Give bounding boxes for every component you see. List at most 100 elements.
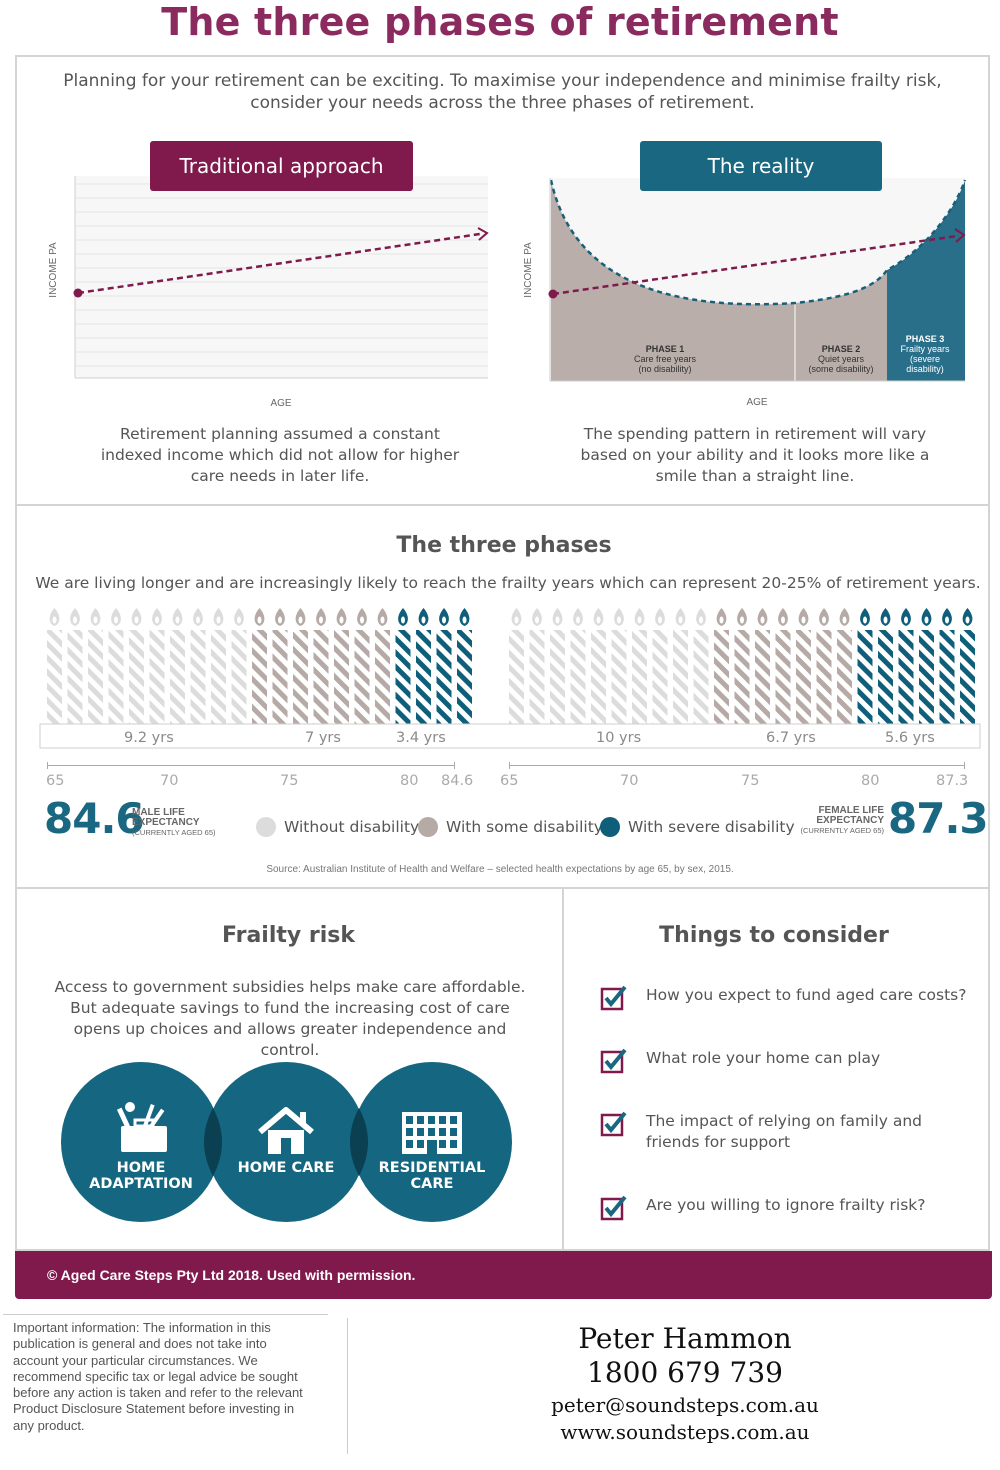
traditional-grid [75,176,488,378]
the-reality-label: The reality [640,141,882,191]
female-candle [796,630,811,724]
female-candle [632,630,647,724]
legend-dot-taupe [418,817,438,837]
residential-care-label-1: RESIDENTIAL [379,1160,486,1176]
traditional-approach-label: Traditional approach [150,141,413,191]
male-candle [211,630,226,724]
contact-email[interactable]: peter@soundsteps.com.au [551,1393,819,1417]
traditional-chart: INCOME PA AGE [48,176,489,409]
reality-xlabel: AGE [746,397,767,408]
income-line [77,232,481,295]
three-phases-title: The three phases [396,533,612,558]
male-candle [108,630,124,724]
female-candle [960,630,975,724]
phase1-line1: Care free years [634,354,697,364]
checkbox-icon [600,1048,627,1074]
female-candle [878,630,893,724]
female-candle [919,630,934,724]
toolbox-icon [116,1102,167,1152]
male-years-without: 9.2 yrs [124,730,174,746]
legend-severe: With severe disability [600,817,795,837]
section-divider-2 [15,887,990,889]
consider-item: How you expect to fund aged care costs? [600,985,966,1011]
frailty-title: Frailty risk [221,923,356,948]
legend-dot-light [256,817,276,837]
reality-chart: INCOME PA AGE PHASE 1 Care free years (n… [523,178,967,408]
checkbox-icon [600,985,627,1011]
male-tick: 80 [400,773,419,789]
reality-income-start-dot [548,289,558,299]
female-candle [550,630,565,724]
female-candles [509,608,975,724]
male-candle [436,630,452,724]
contact-phone[interactable]: 1800 679 739 [587,1356,783,1389]
male-years-some: 7 yrs [305,730,341,746]
female-candle [816,630,832,724]
section-divider-vertical [562,889,564,1251]
female-years-severe: 5.6 yrs [885,730,935,746]
male-candle [190,630,206,724]
male-years-severe: 3.4 yrs [396,730,446,746]
male-candles [47,608,472,724]
male-tick: 65 [46,773,65,789]
male-candle [88,630,103,724]
phase2-title: PHASE 2 [822,344,861,354]
male-candle [252,630,267,724]
copyright-bar: © Aged Care Steps Pty Ltd 2018. Used wit… [15,1251,992,1299]
female-tick: 75 [741,773,760,789]
phase3-title: PHASE 3 [906,334,945,344]
contact-name: Peter Hammon [578,1322,792,1355]
female-tick: 87.3 [936,773,969,789]
female-life-label: FEMALE LIFE EXPECTANCY (CURRENTLY AGED 6… [800,805,885,836]
female-years-without: 10 yrs [596,730,642,746]
reality-income-line [552,234,958,296]
traditional-caption: Retirement planning assumed a constant i… [100,425,460,485]
building-icon [402,1112,462,1154]
male-candle [67,630,83,724]
income-arrow-icon [477,227,489,241]
female-candle [529,630,545,724]
female-candle [673,630,688,724]
male-candle [395,630,411,724]
source-note: Source: Australian Institute of Health a… [266,864,734,875]
disclaimer-rule [3,1314,328,1315]
female-years-some: 6.7 yrs [766,730,816,746]
reality-caption: The spending pattern in retirement will … [580,425,930,485]
male-candle [149,630,165,724]
care-circles: HOME ADAPTATION HOME CARE RESIDENTIAL CA… [61,1062,512,1222]
checkbox-icon [600,1195,627,1221]
income-start-dot [73,288,83,298]
female-candle [652,630,668,724]
female-candle [693,630,709,724]
male-candle [313,630,329,724]
house-icon [258,1107,314,1154]
traditional-ylabel: INCOME PA [48,242,59,298]
male-candle [47,630,62,724]
footer-divider [347,1318,348,1454]
female-candle [509,630,524,724]
smile-curve [549,179,967,306]
male-candle [129,630,144,724]
phase3-line3: disability) [906,364,944,374]
female-candle [755,630,770,724]
legend-some: With some disability [418,817,603,837]
male-candle [272,630,288,724]
male-life-expectancy: 84.6 [44,794,145,843]
contact-website[interactable]: www.soundsteps.com.au [560,1420,810,1444]
female-tick: 80 [861,773,880,789]
female-candle [939,630,955,724]
years-bar [39,723,981,749]
intro-text: Planning for your retirement can be exci… [63,71,942,113]
consider-title: Things to consider [659,923,889,948]
male-candle [334,630,349,724]
female-candle [734,630,750,724]
legend-dot-teal [600,817,620,837]
phase3-line2: (severe [910,354,940,364]
residential-care-label-2: CARE [411,1176,454,1192]
male-life-label: MALE LIFE EXPECTANCY (CURRENTLY AGED 65) [132,807,216,838]
checkbox-icon [600,1111,627,1137]
male-tick: 70 [160,773,179,789]
consider-item: The impact of relying on family and frie… [600,1111,930,1153]
phase1-line2: (no disability) [638,364,691,374]
female-candle [837,630,852,724]
